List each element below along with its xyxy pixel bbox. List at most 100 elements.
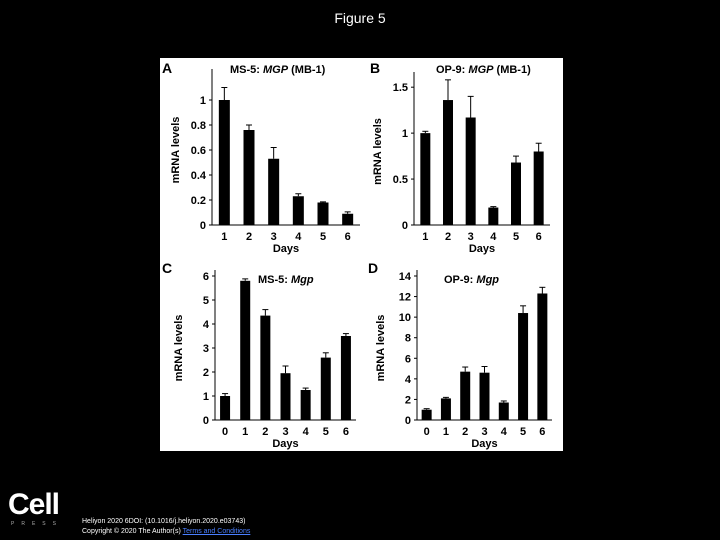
x-tick-label: 2	[246, 231, 252, 243]
figure-charts: A MS-5: MGP (MB-1)00.20.40.60.811 2 3 4 5 6Day…	[162, 60, 552, 450]
bar	[465, 117, 476, 225]
y-tick-label: 2	[203, 367, 209, 379]
footer: Heliyon 2020 6DOI: (10.1016/j.heliyon.20…	[82, 517, 250, 537]
bar	[218, 100, 230, 225]
y-tick-label: 4	[203, 319, 210, 331]
y-tick-label: 4	[405, 374, 412, 386]
y-axis-label: mRNA levels	[375, 315, 387, 382]
bar	[511, 162, 521, 225]
y-tick-label: 5	[203, 295, 209, 307]
y-tick-label: 3	[203, 343, 209, 355]
copyright-line: Copyright © 2020 The Author(s) Terms and…	[82, 527, 250, 537]
x-tick-label: 3	[468, 231, 474, 243]
y-tick-label: 0	[203, 415, 209, 427]
y-tick-label: 8	[405, 333, 411, 345]
y-tick-label: 0.4	[191, 170, 207, 182]
y-tick-label: 0	[405, 415, 411, 427]
y-tick-label: 6	[203, 271, 209, 283]
x-tick-label: 3	[271, 231, 277, 243]
bar	[220, 396, 231, 420]
x-tick-label: 4	[501, 426, 508, 438]
logo-wordmark: Cell	[8, 488, 60, 521]
x-axis-label: Days	[469, 243, 495, 255]
panel-letter: B	[370, 60, 380, 76]
y-tick-label: 1	[203, 391, 209, 403]
y-tick-label: 1.5	[393, 82, 408, 94]
bar	[421, 409, 432, 420]
x-tick-label: 6	[536, 231, 542, 243]
x-tick-label: 4	[490, 231, 497, 243]
bar	[440, 398, 451, 420]
x-tick-label: 2	[262, 426, 268, 438]
slide-title: Figure 5	[334, 10, 386, 26]
y-tick-label: 1	[402, 128, 408, 140]
chart-title: OP-9: MGP (MB-1)	[436, 64, 531, 76]
x-tick-label: 6	[539, 426, 545, 438]
bar	[300, 390, 311, 420]
bar	[479, 372, 490, 420]
x-tick-label: 6	[345, 231, 351, 243]
bar	[342, 213, 354, 225]
bar	[280, 373, 291, 420]
x-tick-label: 4	[295, 231, 302, 243]
y-tick-label: 14	[399, 271, 412, 283]
bar	[533, 151, 544, 225]
bar	[240, 280, 251, 420]
x-tick-label: 1	[443, 426, 449, 438]
x-tick-label: 5	[520, 426, 526, 438]
y-tick-label: 0.5	[393, 174, 408, 186]
panel-letter: A	[162, 60, 172, 76]
bar	[443, 100, 453, 225]
logo-subtitle: PRESS	[11, 521, 63, 527]
bar	[317, 202, 329, 225]
bar	[292, 196, 304, 225]
x-tick-label: 5	[320, 231, 326, 243]
chart-title: MS-5: MGP (MB-1)	[230, 64, 326, 76]
x-tick-label: 1	[221, 231, 227, 243]
bar	[260, 315, 271, 420]
y-tick-label: 0	[200, 220, 206, 232]
x-tick-label: 0	[222, 426, 228, 438]
y-tick-label: 0.8	[191, 120, 206, 132]
chart-title: MS-5: Mgp	[258, 274, 314, 286]
x-tick-label: 6	[343, 426, 349, 438]
y-tick-label: 0	[402, 220, 408, 232]
bar	[243, 130, 255, 225]
panel-letter: C	[162, 260, 172, 276]
figure-panel: A MS-5: MGP (MB-1) 0 0.2 0.4 0.6 0.8 1 1 2 3 4 5 6 Day…	[160, 58, 563, 451]
x-axis-label: Days	[273, 243, 299, 255]
x-tick-label: 2	[462, 426, 468, 438]
y-axis-label: mRNA levels	[173, 315, 185, 382]
x-axis-label: Days	[471, 438, 497, 450]
x-tick-label: 5	[323, 426, 329, 438]
bar	[518, 313, 529, 420]
chart-panel-b: B OP-9: MGP (MB-1) 0 0.5 1 1.5 1 2 3 4 5 6 Days mRNA …	[370, 60, 550, 255]
x-tick-label: 5	[513, 231, 519, 243]
y-tick-label: 0.2	[191, 195, 206, 207]
chart-panel-c: C MS-5: Mgp 0 1 2 3 4 5 6 0 1 2 3 4 5 6 Days mRNA levels	[162, 260, 356, 450]
y-tick-label: 0.6	[191, 145, 206, 157]
x-tick-label: 2	[445, 231, 451, 243]
chart-panel-a: A MS-5: MGP (MB-1) 0 0.2 0.4 0.6 0.8 1 1 2 3 4 5 6 Day…	[162, 60, 360, 255]
y-axis-label: mRNA levels	[372, 118, 384, 185]
terms-link[interactable]: Terms and Conditions	[182, 528, 251, 535]
bar	[420, 133, 431, 225]
y-tick-label: 12	[399, 292, 411, 304]
bar	[498, 402, 509, 420]
y-tick-label: 10	[399, 312, 411, 324]
copyright-text: Copyright © 2020 The Author(s)	[82, 528, 181, 535]
citation-text: Heliyon 2020 6DOI: (10.1016/j.heliyon.20…	[82, 518, 246, 525]
bar	[320, 357, 331, 420]
cell-press-logo: Cell PRESS	[8, 489, 68, 529]
x-tick-label: 1	[242, 426, 248, 438]
panel-letter: D	[368, 260, 378, 276]
chart-title: OP-9: Mgp	[444, 274, 499, 286]
y-axis-label: mRNA levels	[170, 117, 182, 184]
y-tick-label: 1	[200, 95, 206, 107]
bar	[537, 293, 548, 420]
y-tick-label: 6	[405, 353, 411, 365]
x-tick-label: 3	[481, 426, 487, 438]
x-tick-label: 1	[422, 231, 428, 243]
x-tick-label: 4	[303, 426, 310, 438]
